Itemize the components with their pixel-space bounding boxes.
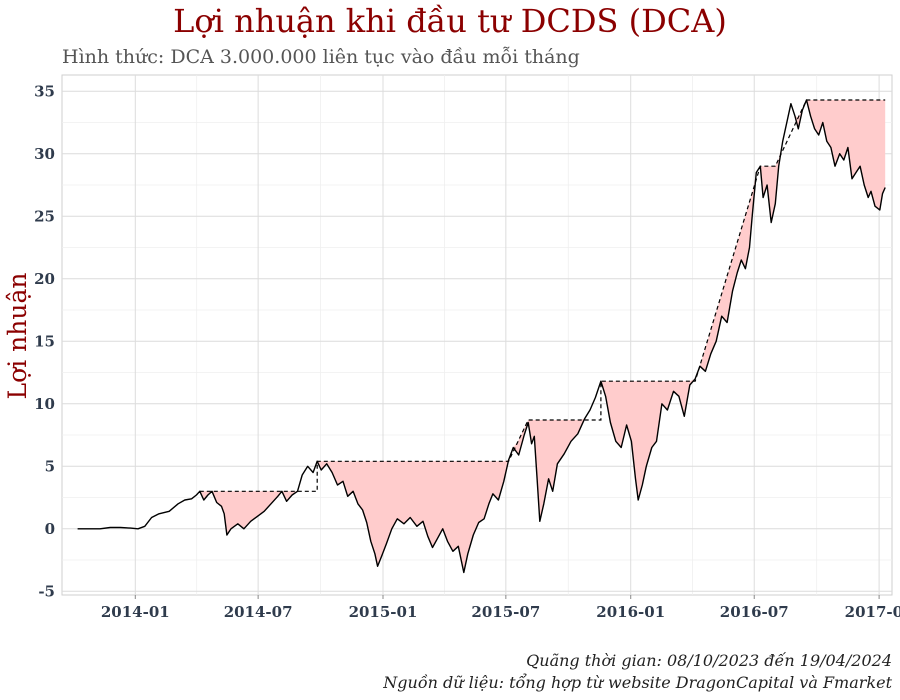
x-tick-label: 2014-07: [224, 603, 293, 621]
x-tick-label: 2014-01: [101, 603, 170, 621]
grid: [62, 75, 892, 599]
x-tick-label: 2016-01: [596, 603, 665, 621]
axis-ticks: -5 0 5 10 15 20 25 30 35 2014-01 2014-07 2015-01 201…: [34, 82, 900, 621]
y-tick-label: 0: [45, 520, 55, 538]
y-tick-label: -5: [38, 582, 55, 600]
chart-title: Lợi nhuận khi đầu tư DCDS (DCA): [173, 2, 727, 40]
caption-time-range: Quãng thời gian: 08/10/2023 đến 19/04/20…: [526, 651, 892, 670]
x-tick-label: 2017-01: [845, 603, 900, 621]
profit-line: [77, 99, 886, 574]
caption-source: Nguồn dữ liệu: tổng hợp từ website Drago…: [383, 673, 892, 692]
x-tick-label: 2015-07: [471, 603, 540, 621]
x-tick-label: 2016-07: [720, 603, 789, 621]
y-tick-label: 35: [34, 82, 55, 100]
drawdown-fill: [199, 100, 886, 573]
y-axis-label: Lợi nhuận: [3, 273, 32, 400]
y-tick-label: 15: [34, 332, 55, 350]
y-tick-label: 5: [45, 457, 55, 475]
y-tick-label: 30: [34, 145, 55, 163]
y-tick-label: 20: [34, 270, 55, 288]
x-tick-label: 2015-01: [349, 603, 418, 621]
drawdown-area: [199, 100, 886, 573]
y-tick-label: 25: [34, 207, 55, 225]
series-lines: [77, 99, 886, 574]
y-tick-label: 10: [34, 395, 55, 413]
chart-subtitle: Hình thức: DCA 3.000.000 liên tục vào đầ…: [62, 46, 580, 68]
